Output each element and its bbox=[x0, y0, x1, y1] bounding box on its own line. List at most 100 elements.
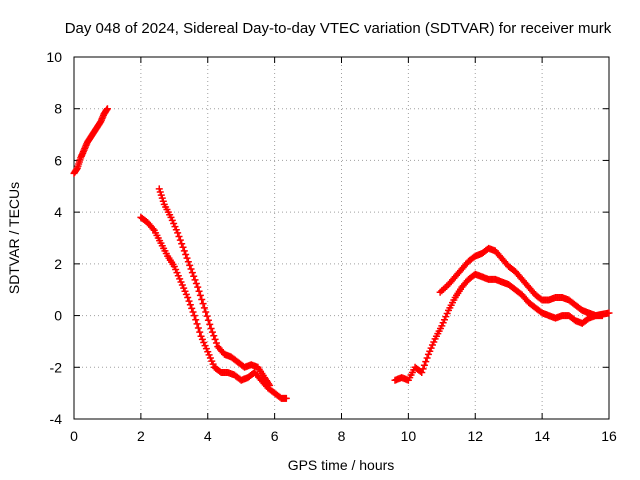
data-point bbox=[187, 265, 195, 273]
data-point bbox=[196, 291, 204, 299]
data-point bbox=[201, 342, 209, 350]
x-tick-label: 2 bbox=[137, 428, 145, 444]
data-point bbox=[171, 223, 179, 231]
data-point bbox=[428, 341, 436, 349]
data-point bbox=[426, 347, 434, 355]
y-tick-labels: -4 -2 0 2 4 6 8 10 bbox=[46, 49, 62, 427]
data-point bbox=[197, 332, 205, 340]
series-segment-2a bbox=[137, 213, 290, 402]
grid-lines bbox=[74, 57, 609, 419]
x-tick-label: 14 bbox=[534, 428, 550, 444]
data-point bbox=[184, 258, 192, 266]
data-point bbox=[209, 360, 217, 368]
x-tick-label: 6 bbox=[271, 428, 279, 444]
data-point bbox=[179, 243, 187, 251]
data-point bbox=[427, 344, 435, 352]
data-point bbox=[438, 322, 446, 330]
data-marks bbox=[70, 105, 613, 402]
data-point bbox=[178, 240, 186, 248]
data-point bbox=[180, 247, 188, 255]
x-tick-label: 4 bbox=[204, 428, 212, 444]
data-point bbox=[266, 381, 274, 389]
data-point bbox=[205, 351, 213, 359]
data-point bbox=[172, 266, 180, 274]
data-point bbox=[172, 226, 180, 234]
data-point bbox=[183, 254, 191, 262]
x-tick-label: 10 bbox=[401, 428, 417, 444]
data-point bbox=[198, 335, 206, 343]
data-point bbox=[202, 345, 210, 353]
data-point bbox=[204, 348, 212, 356]
data-point bbox=[200, 338, 208, 346]
data-point bbox=[443, 310, 451, 318]
data-point bbox=[196, 328, 204, 336]
data-point bbox=[202, 308, 210, 316]
y-tick-label: 0 bbox=[54, 308, 62, 324]
data-point bbox=[605, 309, 613, 317]
x-axis-label: GPS time / hours bbox=[288, 457, 395, 473]
data-point bbox=[193, 320, 201, 328]
data-point bbox=[207, 325, 215, 332]
series-segment-2b bbox=[155, 185, 274, 389]
data-point bbox=[177, 278, 185, 286]
data-point bbox=[419, 365, 427, 373]
data-point bbox=[212, 339, 220, 347]
data-point bbox=[149, 225, 157, 233]
series-segment-1 bbox=[70, 105, 111, 177]
data-point bbox=[200, 304, 208, 312]
data-point bbox=[170, 262, 178, 270]
data-point bbox=[194, 324, 202, 332]
data-point bbox=[173, 269, 181, 277]
data-point bbox=[103, 105, 111, 113]
data-point bbox=[156, 188, 164, 196]
data-point bbox=[440, 316, 448, 324]
data-point bbox=[195, 287, 203, 295]
data-point bbox=[188, 269, 196, 277]
data-point bbox=[168, 216, 176, 224]
y-tick-label: 2 bbox=[54, 256, 62, 272]
data-point bbox=[159, 197, 167, 205]
data-point bbox=[265, 380, 273, 388]
data-point bbox=[167, 213, 175, 221]
chart-title: Day 048 of 2024, Sidereal Day-to-day VTE… bbox=[65, 20, 612, 37]
x-tick-labels: 0 2 4 6 8 10 12 14 16 bbox=[70, 428, 617, 444]
data-point bbox=[206, 354, 214, 362]
y-tick-label: 6 bbox=[54, 152, 62, 168]
data-point bbox=[176, 236, 184, 244]
data-point bbox=[190, 312, 198, 320]
y-tick-label: 4 bbox=[54, 204, 62, 220]
data-point bbox=[424, 350, 432, 358]
y-tick-label: -4 bbox=[50, 411, 63, 427]
data-point bbox=[174, 272, 182, 280]
data-point bbox=[158, 194, 166, 202]
series-segment-3b bbox=[436, 244, 606, 320]
data-point bbox=[185, 297, 193, 305]
data-point bbox=[170, 220, 178, 228]
data-point bbox=[420, 361, 428, 369]
y-tick-label: 8 bbox=[54, 101, 62, 117]
data-point bbox=[203, 312, 211, 320]
data-point bbox=[186, 261, 194, 269]
x-tick-label: 16 bbox=[601, 428, 617, 444]
data-point bbox=[204, 316, 212, 324]
data-point bbox=[180, 284, 188, 292]
data-point bbox=[211, 335, 219, 343]
data-point bbox=[423, 354, 431, 362]
data-point bbox=[186, 301, 194, 309]
data-point bbox=[155, 185, 163, 193]
data-point bbox=[282, 394, 290, 402]
data-point bbox=[206, 320, 214, 328]
y-tick-label: 10 bbox=[46, 49, 62, 65]
data-point bbox=[439, 319, 447, 327]
data-point bbox=[418, 368, 426, 376]
data-point bbox=[176, 275, 184, 283]
data-point bbox=[184, 293, 192, 301]
x-tick-label: 8 bbox=[338, 428, 346, 444]
data-point bbox=[191, 276, 199, 284]
series-segment-3a bbox=[391, 270, 613, 384]
data-point bbox=[189, 308, 197, 316]
data-point bbox=[208, 357, 216, 365]
data-point bbox=[208, 328, 216, 336]
data-point bbox=[194, 283, 202, 291]
